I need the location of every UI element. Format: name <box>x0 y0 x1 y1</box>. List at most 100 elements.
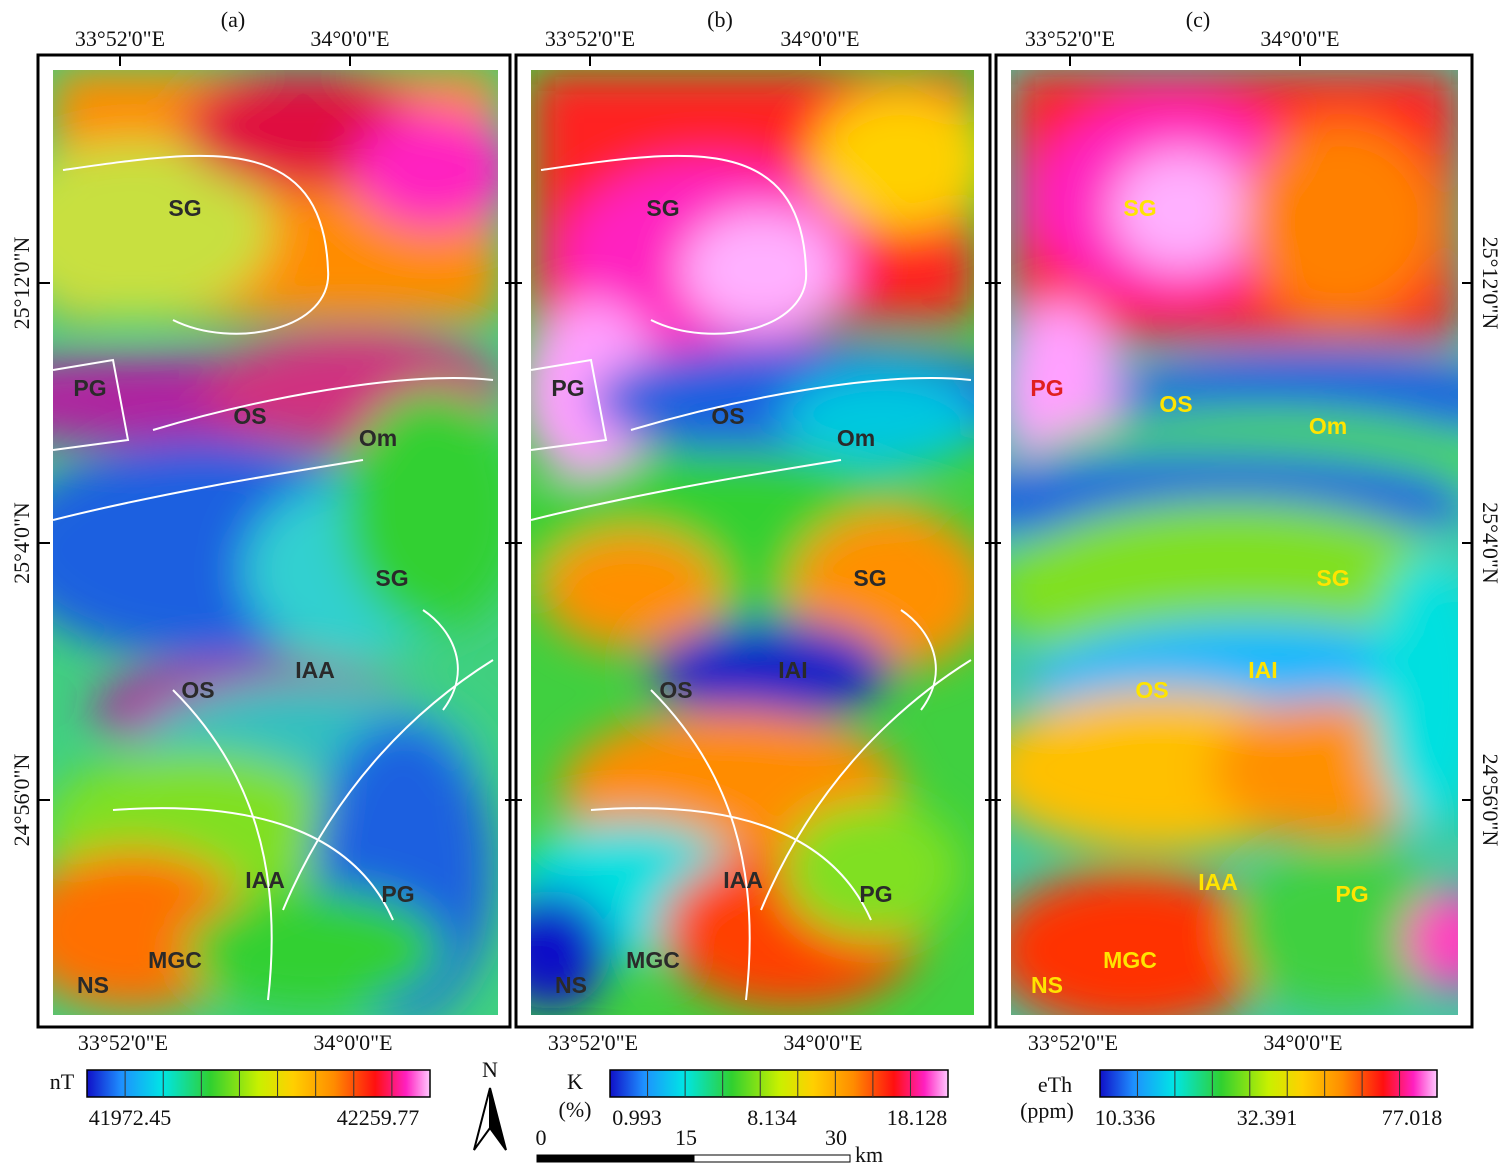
unit-label: OS <box>711 403 744 429</box>
legend-value: 77.018 <box>1382 1105 1443 1130</box>
colorbar <box>86 1069 431 1098</box>
panel-letter: (b) <box>707 7 733 32</box>
top-tick-label: 33°52'0"E <box>545 26 635 51</box>
blob <box>1241 120 1441 320</box>
bottom-tick-label: 33°52'0"E <box>78 1030 168 1055</box>
legend-value: 18.128 <box>887 1105 948 1130</box>
unit-label: IAI <box>1248 657 1277 683</box>
legend-subunit: (ppm) <box>1020 1098 1074 1123</box>
unit-label: IAA <box>295 657 335 683</box>
unit-label: SG <box>646 195 679 221</box>
blob <box>681 210 841 330</box>
geology-contacts <box>531 154 972 1001</box>
legend-subunit: (%) <box>559 1097 592 1122</box>
left-tick-label: 25°12'0"N <box>9 237 34 330</box>
north-arrow <box>489 1087 507 1151</box>
top-tick-label: 34°0'0"E <box>1260 26 1339 51</box>
scale-label: 15 <box>675 1125 697 1150</box>
unit-label: IAA <box>1198 869 1238 895</box>
legend-value: 41972.45 <box>89 1105 172 1130</box>
blob <box>531 890 611 1010</box>
legend-value: 42259.77 <box>337 1105 420 1130</box>
colorbar <box>1099 1069 1438 1098</box>
left-tick-label: 25°4'0"N <box>9 502 34 584</box>
legend-value: 8.134 <box>747 1105 797 1130</box>
blob <box>541 530 721 650</box>
unit-label: Om <box>837 425 875 451</box>
geology-contacts <box>53 154 494 1001</box>
unit-label: SG <box>375 565 408 591</box>
blob <box>1231 850 1451 1010</box>
scale-bar <box>536 1154 695 1163</box>
unit-label: OS <box>1135 677 1168 703</box>
unit-label: MGC <box>1103 947 1157 973</box>
right-tick-label: 25°4'0"N <box>1478 502 1502 584</box>
unit-label: NS <box>555 972 587 998</box>
unit-label: SG <box>1123 195 1156 221</box>
bottom-tick-label: 33°52'0"E <box>1028 1030 1118 1055</box>
blob <box>781 800 961 940</box>
unit-label: NS <box>77 972 109 998</box>
scale-bar <box>693 1154 851 1163</box>
panel-letter: (c) <box>1186 7 1210 32</box>
blob <box>343 390 498 630</box>
blob <box>1111 150 1251 270</box>
unit-label: OS <box>659 677 692 703</box>
blob <box>183 890 443 1010</box>
unit-label: Om <box>359 425 397 451</box>
unit-label: OS <box>233 403 266 429</box>
unit-label: SG <box>168 195 201 221</box>
top-tick-label: 34°0'0"E <box>310 26 389 51</box>
map-image <box>53 70 498 1015</box>
top-tick-label: 34°0'0"E <box>780 26 859 51</box>
north-arrow <box>473 1087 491 1151</box>
bottom-tick-label: 34°0'0"E <box>783 1030 862 1055</box>
panel-letter: (a) <box>221 7 245 32</box>
unit-label: SG <box>853 565 886 591</box>
legend-unit: K <box>567 1069 583 1094</box>
right-tick-label: 24°56'0"N <box>1478 754 1502 847</box>
unit-label: PG <box>73 375 106 401</box>
blob <box>1011 870 1271 1015</box>
map-blobs <box>1011 70 1458 1015</box>
legend-value: 10.336 <box>1095 1105 1156 1130</box>
unit-label: PG <box>859 881 892 907</box>
legend-value: 32.391 <box>1237 1105 1298 1130</box>
unit-label: PG <box>1030 375 1063 401</box>
panel-frame <box>36 53 512 1029</box>
legend-unit: nT <box>50 1069 75 1094</box>
unit-label: PG <box>551 375 584 401</box>
legend-unit: eTh <box>1038 1072 1072 1097</box>
blob <box>811 90 974 230</box>
scale-label: 0 <box>536 1125 547 1150</box>
bottom-tick-label: 33°52'0"E <box>548 1030 638 1055</box>
blob <box>353 110 498 230</box>
unit-label: Om <box>1309 413 1347 439</box>
scale-label: 30 <box>825 1125 847 1150</box>
unit-label: MGC <box>626 947 680 973</box>
unit-label: NS <box>1031 972 1063 998</box>
unit-label: OS <box>1159 391 1192 417</box>
map-image <box>531 70 974 1015</box>
unit-label: MGC <box>148 947 202 973</box>
blob <box>781 370 974 470</box>
unit-label: IAA <box>245 867 285 893</box>
blob <box>1371 550 1458 830</box>
colorbar <box>609 1069 949 1098</box>
unit-label: IAA <box>723 867 763 893</box>
legend-value: 0.993 <box>612 1105 662 1130</box>
scale-unit: km <box>855 1142 883 1167</box>
bottom-tick-label: 34°0'0"E <box>313 1030 392 1055</box>
unit-label: OS <box>181 677 214 703</box>
blob <box>1401 890 1458 990</box>
bottom-tick-label: 34°0'0"E <box>1263 1030 1342 1055</box>
north-label: N <box>482 1057 498 1082</box>
unit-label: SG <box>1316 565 1349 591</box>
right-tick-label: 25°12'0"N <box>1478 237 1502 330</box>
blob <box>53 140 273 320</box>
unit-label: PG <box>381 881 414 907</box>
unit-label: IAI <box>778 657 807 683</box>
blob <box>651 620 891 720</box>
map-blobs <box>53 70 498 1015</box>
